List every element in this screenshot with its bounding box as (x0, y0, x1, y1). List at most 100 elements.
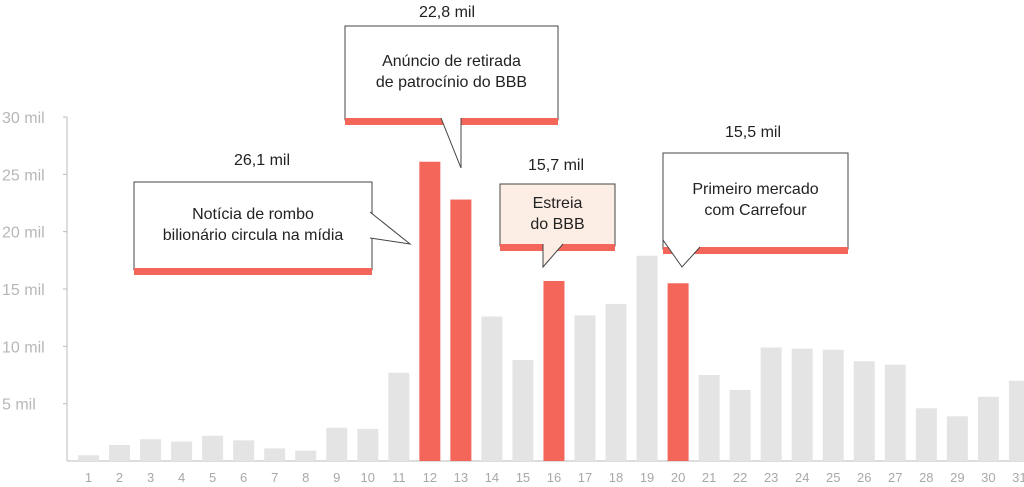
x-tick-label: 20 (671, 470, 685, 485)
bar (109, 444, 131, 461)
callout-text: Anúncio de retirada (382, 53, 521, 70)
bar (171, 441, 193, 461)
y-tick-label: 30 mil (2, 110, 45, 127)
x-tick-label: 29 (950, 470, 964, 485)
x-tick-label: 22 (733, 470, 747, 485)
callout-pointer-outline (440, 117, 462, 169)
x-tick-label: 9 (333, 470, 340, 485)
y-tick-label: 5 mil (2, 397, 36, 414)
x-tick-label: 27 (888, 470, 902, 485)
bar (946, 416, 968, 461)
highlighted-bar (667, 283, 689, 461)
callout-box (662, 152, 849, 250)
x-tick-label: 28 (919, 470, 933, 485)
x-tick-label: 6 (240, 470, 247, 485)
callout-pointer (663, 240, 700, 267)
callout-box (499, 183, 616, 247)
y-axis: 5 mil 10 mil 15 mil 20 mil 25 mil 30 mil (2, 110, 68, 461)
x-axis: 1 2 3 4 5 6 7 8 9 10 11 12 13 14 15 16 17 18 19 20 21 22 23 24 2… (67, 460, 1024, 485)
x-tick-label: 18 (609, 470, 623, 485)
callout-accent-strip (663, 247, 848, 254)
data-value-label: 15,7 mil (528, 157, 584, 174)
bar (915, 408, 937, 461)
bar (140, 439, 162, 461)
annotation-callout: Primeiro mercado com Carrefour (662, 152, 849, 268)
callouts: Notícia de rombo bilionário circula na mí… (133, 25, 849, 275)
x-tick-label: 14 (485, 470, 499, 485)
x-tick-label: 15 (516, 470, 530, 485)
bar (202, 435, 224, 461)
x-tick-label: 17 (578, 470, 592, 485)
y-tick-label: 25 mil (2, 167, 45, 184)
x-tick-label: 30 (981, 470, 995, 485)
bars (78, 161, 1024, 461)
callout-pointer-outline (662, 239, 701, 268)
callout-box (133, 181, 373, 271)
bar (884, 364, 906, 461)
x-tick-label: 19 (640, 470, 654, 485)
annotation-callout: Anúncio de retirada de patrocínio do BBB (344, 25, 559, 169)
bar (698, 375, 720, 461)
x-tick-label: 2 (116, 470, 123, 485)
x-tick-label: 16 (547, 470, 561, 485)
bar (512, 360, 534, 461)
x-tick-label: 4 (178, 470, 185, 485)
callout-accent-strip (134, 268, 372, 275)
callout-text: Primeiro mercado (692, 181, 818, 198)
x-tick-label: 23 (764, 470, 778, 485)
data-value-label: 22,8 mil (419, 4, 475, 21)
bar (326, 427, 348, 461)
annotation-callout: Estreia do BBB (499, 183, 616, 269)
x-tick-label: 8 (302, 470, 309, 485)
data-value-label: 15,5 mil (725, 124, 781, 141)
x-tick-label: 21 (702, 470, 716, 485)
x-tick-label: 24 (795, 470, 809, 485)
y-tick-label: 20 mil (2, 225, 45, 242)
bar (1008, 380, 1024, 461)
x-tick-label: 3 (147, 470, 154, 485)
highlighted-bar (543, 280, 565, 461)
x-tick-label: 31 (1012, 470, 1024, 485)
callout-text: do BBB (530, 216, 584, 233)
callout-text: de patrocínio do BBB (376, 74, 527, 91)
callout-pointer-outline (369, 211, 412, 245)
value-labels: 26,1 mil 22,8 mil 15,7 mil 15,5 mil (234, 4, 781, 174)
bar (574, 315, 596, 461)
bar (822, 349, 844, 461)
x-tick-label: 5 (209, 470, 216, 485)
bar (605, 303, 627, 461)
bar (760, 347, 782, 461)
x-tick-label: 10 (361, 470, 375, 485)
y-tick-label: 10 mil (2, 339, 45, 356)
callout-text: Notícia de rombo (192, 206, 314, 223)
bar (636, 255, 658, 461)
bar (233, 440, 255, 461)
x-tick-label: 7 (271, 470, 278, 485)
callout-text: bilionário circula na mídia (163, 227, 344, 244)
bar (481, 316, 503, 461)
bar (388, 372, 410, 461)
data-value-label: 26,1 mil (234, 152, 290, 169)
callout-text: Estreia (533, 195, 583, 212)
highlighted-bar (419, 161, 441, 461)
bar (791, 348, 813, 461)
callout-text: com Carrefour (704, 202, 807, 219)
x-tick-label: 25 (826, 470, 840, 485)
x-tick-label: 12 (423, 470, 437, 485)
x-tick-label: 1 (85, 470, 92, 485)
bar (357, 428, 379, 461)
bar (729, 389, 751, 461)
bar (78, 455, 100, 461)
x-tick-label: 26 (857, 470, 871, 485)
callout-pointer-outline (542, 243, 564, 269)
highlighted-bar (450, 199, 472, 461)
y-tick-label: 15 mil (2, 282, 45, 299)
bar (264, 448, 286, 461)
bar (977, 396, 999, 461)
callout-box (344, 25, 559, 121)
annotation-callout: Notícia de rombo bilionário circula na mí… (133, 181, 412, 275)
bar (295, 450, 317, 461)
bar (853, 361, 875, 461)
x-tick-label: 13 (454, 470, 468, 485)
